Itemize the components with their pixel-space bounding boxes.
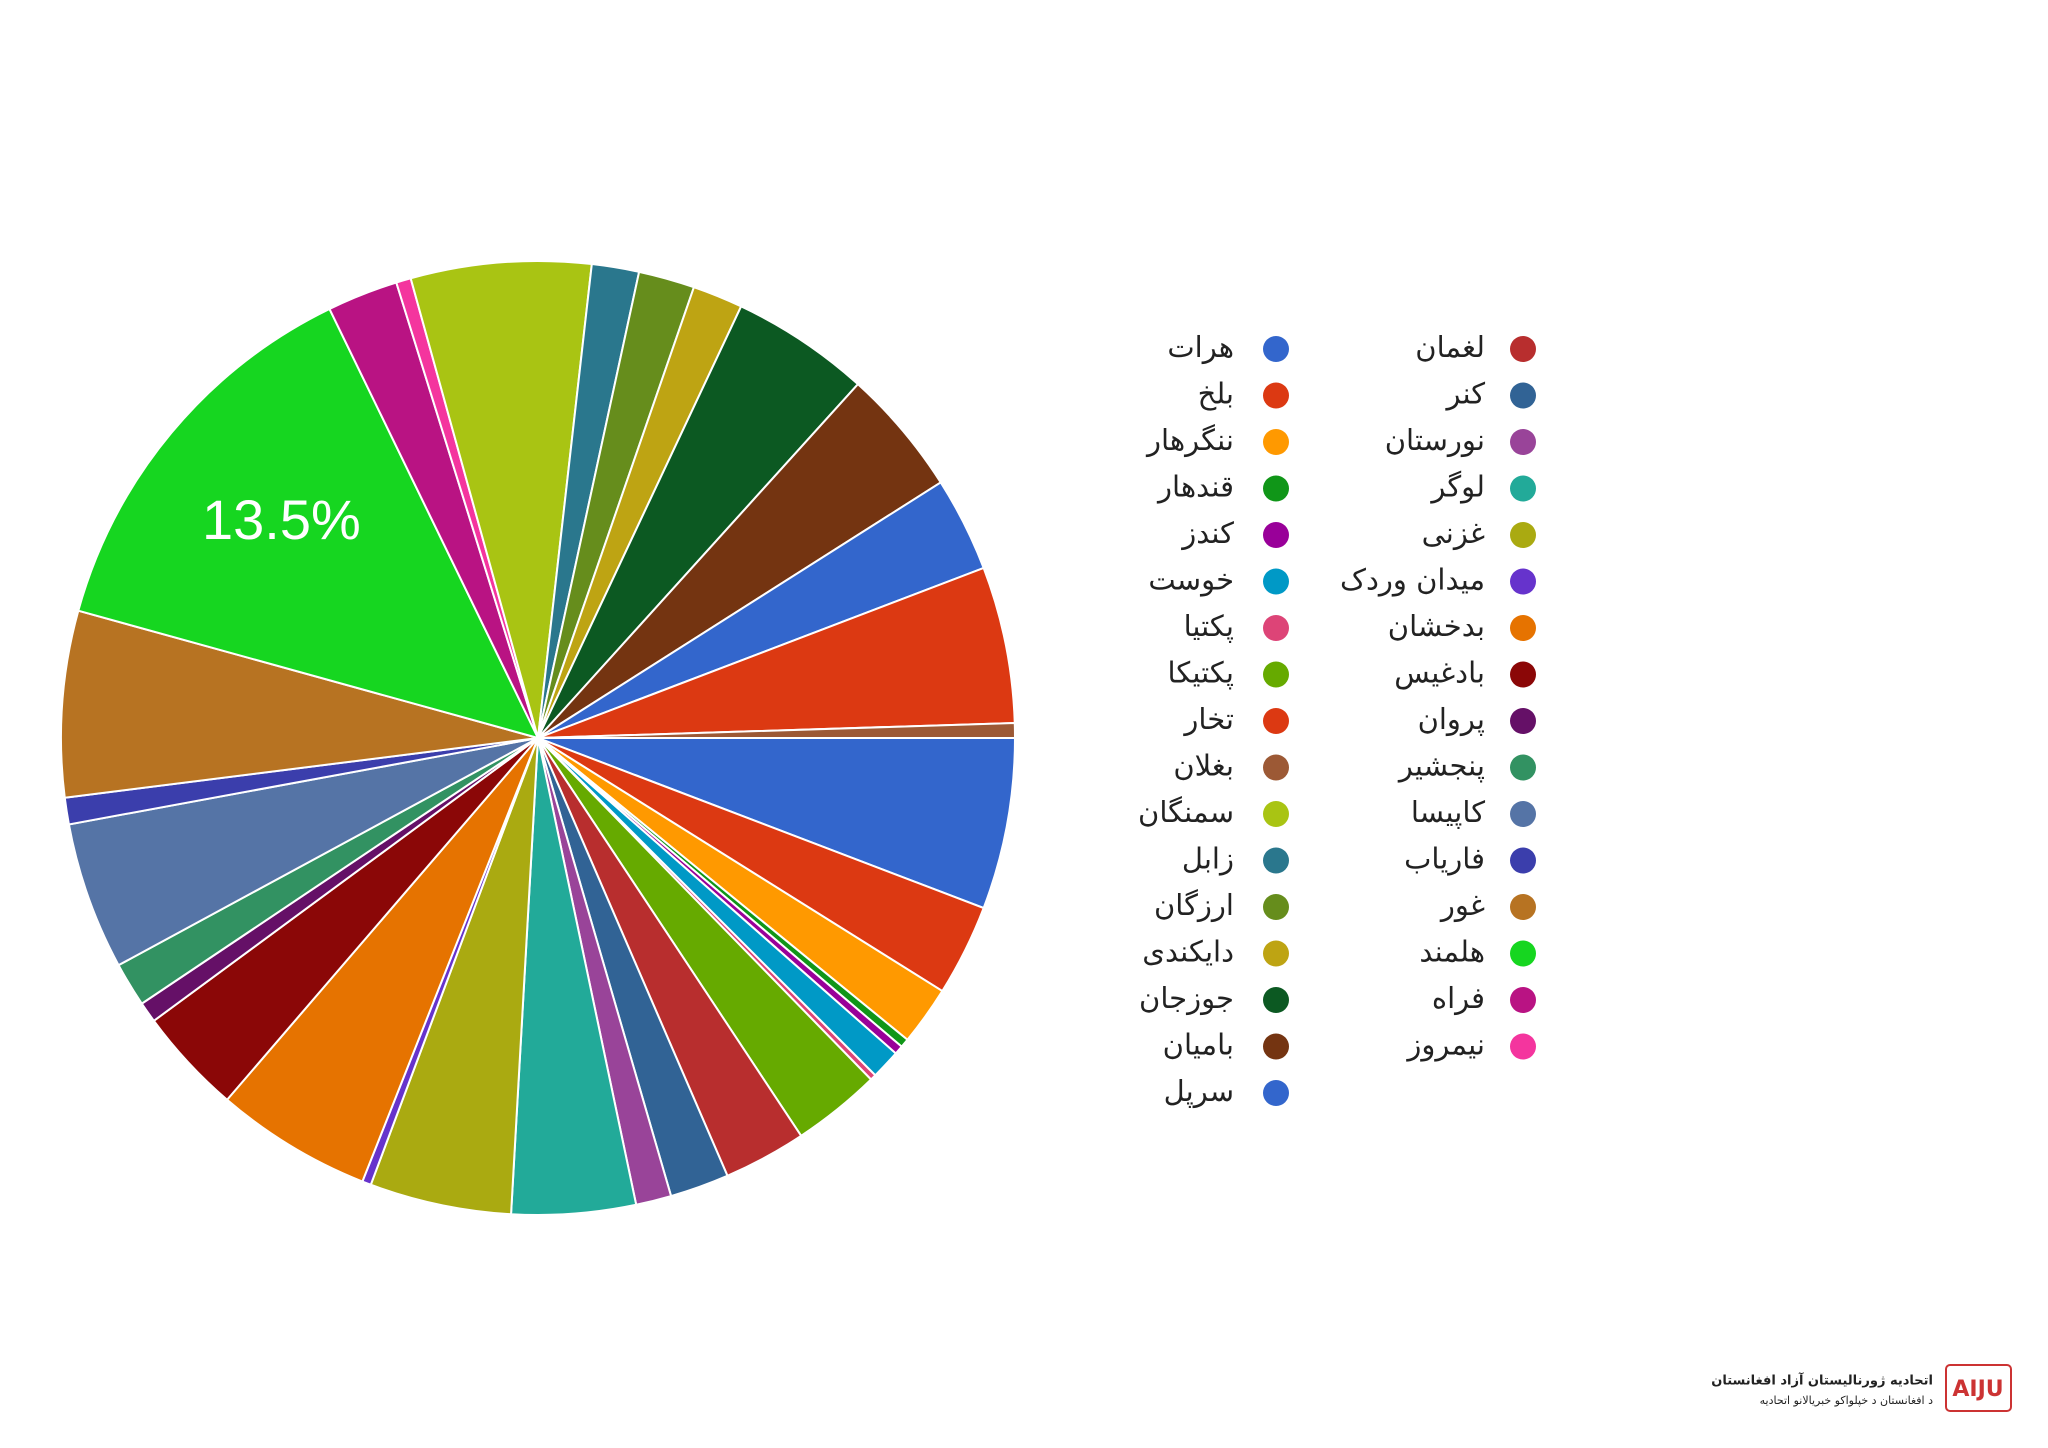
- legend-marker: [1263, 894, 1289, 920]
- legend-marker: [1263, 754, 1289, 781]
- legend-marker: [1510, 987, 1536, 1013]
- pie-slice: [409, 260, 593, 739]
- legend-label: بدخشان: [1388, 609, 1485, 643]
- legend-label: فاریاب: [1404, 842, 1485, 877]
- legend-marker: [1263, 661, 1289, 688]
- legend-marker: [1510, 661, 1536, 688]
- legend-marker: [1510, 568, 1536, 595]
- legend-label: پکتیکا: [1168, 656, 1234, 691]
- logo-box: [1945, 1364, 2012, 1412]
- legend-label: هرات: [1167, 330, 1234, 365]
- legend-label: غور: [1439, 888, 1485, 923]
- legend-marker: [1510, 801, 1536, 827]
- legend-marker: [1263, 847, 1289, 874]
- legend-label: پنجشیر: [1397, 749, 1485, 784]
- legend-label: پکتیا: [1184, 609, 1234, 644]
- legend-label: بغلان: [1173, 749, 1234, 783]
- legend-label: بادغیس: [1394, 656, 1485, 691]
- legend-marker: [1510, 475, 1536, 502]
- legend-label: ننگرهار: [1145, 423, 1234, 458]
- pie-slice: [67, 737, 539, 967]
- legend-marker: [1510, 382, 1536, 409]
- legend-label: کندز: [1180, 516, 1234, 551]
- legend-marker: [1510, 894, 1536, 920]
- legend-label: کاپیسا: [1411, 795, 1485, 830]
- pie-slice: [60, 609, 539, 799]
- legend-marker: [1263, 1080, 1289, 1106]
- legend-label: دایکندی: [1142, 935, 1234, 969]
- legend-marker: [1263, 708, 1289, 734]
- legend-label: نورستان: [1385, 423, 1485, 458]
- legend-marker: [1510, 847, 1536, 874]
- pie-slice: [537, 737, 1017, 910]
- legend-label: سمنگان: [1138, 795, 1234, 829]
- legend-label: هلمند: [1419, 935, 1485, 969]
- legend-marker: [1263, 568, 1289, 595]
- legend-marker: [1263, 987, 1289, 1013]
- pie-slice: [77, 307, 540, 740]
- legend-label: بلخ: [1198, 377, 1234, 412]
- legend-marker: [1510, 522, 1536, 548]
- legend-marker: [1263, 801, 1289, 827]
- pie-slice: [537, 566, 1016, 739]
- legend-marker: [1263, 382, 1289, 409]
- legend-label: تخار: [1182, 702, 1234, 737]
- watermark-line: د افغانستان د خپلواکو خبریالانو اتحادیه: [1760, 1394, 1933, 1407]
- legend-marker: [1263, 940, 1289, 967]
- legend-marker: [1510, 708, 1536, 734]
- legend-marker: [1263, 475, 1289, 502]
- legend-marker: [1263, 522, 1289, 548]
- legend-marker: [1510, 940, 1536, 967]
- legend-marker: [1510, 429, 1536, 455]
- legend-label: جوزجان: [1139, 981, 1234, 1016]
- legend-label: لوگر: [1429, 470, 1485, 505]
- legend-marker: [1263, 615, 1289, 641]
- legend-marker: [1510, 754, 1536, 781]
- legend-marker: [1510, 1033, 1536, 1060]
- legend-marker: [1263, 429, 1289, 455]
- legend-label: بامیان: [1163, 1028, 1234, 1062]
- pie-slice: [225, 737, 539, 1183]
- slice-label: 13.5%: [202, 488, 361, 551]
- legend-label: غزنی: [1422, 516, 1485, 551]
- legend-label: سرپل: [1164, 1074, 1234, 1109]
- legend-label: خوست: [1148, 563, 1234, 598]
- legend-marker: [1263, 1033, 1289, 1060]
- watermark-line: اتحادیه ژورنالیستان آزاد افغانستان: [1711, 1372, 1933, 1389]
- legend-label: فراه: [1432, 981, 1485, 1016]
- legend-label: میدان وردک: [1340, 563, 1485, 598]
- pie-slice: [537, 721, 1017, 739]
- legend-marker: [1510, 336, 1536, 362]
- legend-label: قندهار: [1156, 470, 1234, 505]
- logo: AIJU: [1952, 1377, 2003, 1402]
- legend-label: زابل: [1182, 842, 1234, 877]
- legend-label: لغمان: [1415, 330, 1485, 364]
- legend-label: ارزگان: [1154, 888, 1234, 923]
- legend-label: کنر: [1444, 377, 1485, 412]
- legend-marker: [1510, 615, 1536, 641]
- legend-marker: [1263, 336, 1289, 362]
- legend-label: نیمروز: [1405, 1028, 1485, 1063]
- legend-label: پروان: [1418, 702, 1485, 737]
